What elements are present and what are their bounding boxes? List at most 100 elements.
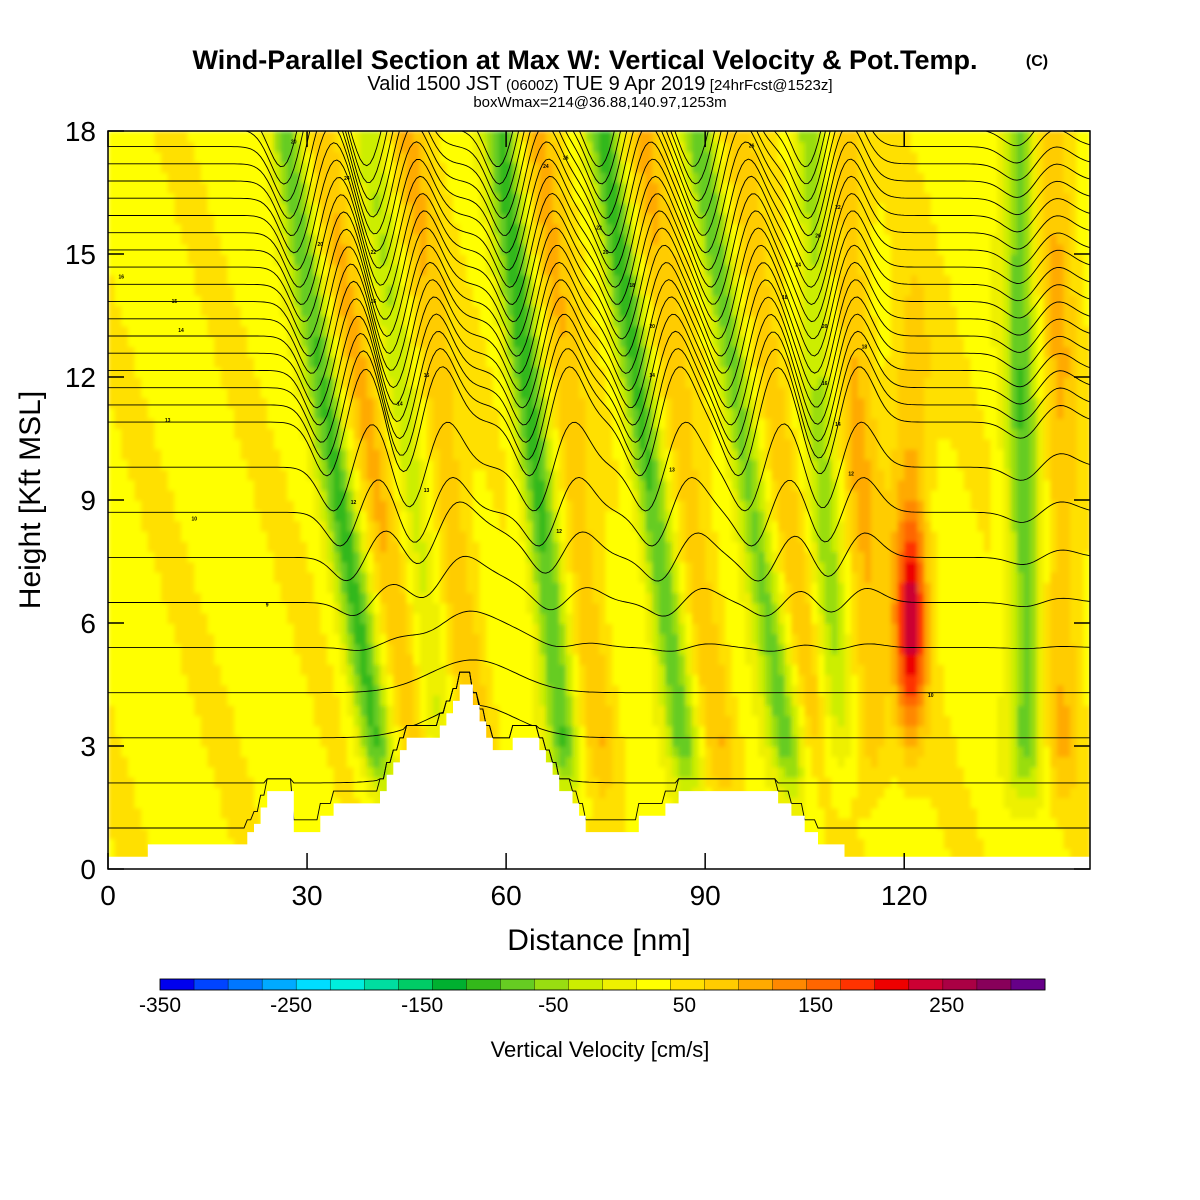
velocity-cell [380,131,388,143]
velocity-cell [134,254,142,266]
velocity-cell [307,264,315,276]
velocity-cell [327,571,335,583]
velocity-cell [532,684,540,696]
velocity-cell [207,653,215,665]
velocity-cell [386,295,395,307]
velocity-cell [187,387,195,399]
velocity-cell [426,541,434,553]
velocity-cell [108,418,116,430]
velocity-cell [360,623,368,635]
velocity-cell [479,715,487,727]
velocity-cell [333,489,341,501]
velocity-cell [108,653,116,665]
velocity-cell [446,346,454,358]
velocity-cell [194,633,202,645]
velocity-cell [419,633,428,645]
velocity-cell [220,664,229,676]
velocity-cell [108,223,116,235]
velocity-cell [439,694,448,706]
vertical-velocity-field [108,131,1090,869]
velocity-cell [526,131,534,143]
velocity-cell [479,131,487,143]
velocity-cell [327,705,335,717]
velocity-cell [380,541,388,553]
velocity-cell [287,633,295,645]
velocity-cell [167,469,176,481]
velocity-cell [539,725,547,737]
velocity-cell [453,202,461,214]
velocity-cell [280,489,288,501]
velocity-cell [147,561,156,573]
velocity-cell [174,459,182,471]
velocity-cell [181,582,189,594]
velocity-cell [287,243,295,255]
velocity-cell [559,325,567,337]
velocity-cell [453,459,461,471]
velocity-cell [240,602,249,614]
velocity-cell [121,489,129,501]
velocity-cell [459,448,468,460]
velocity-cell [200,500,209,512]
velocity-cell [386,510,395,522]
velocity-cell [472,438,481,450]
velocity-cell [161,520,169,532]
velocity-cell [161,541,169,553]
velocity-cell [479,325,487,337]
velocity-cell [552,766,560,778]
velocity-cell [313,520,322,532]
velocity-cell [280,346,288,358]
velocity-cell [327,633,335,645]
velocity-cell [260,223,268,235]
velocity-cell [108,561,116,573]
velocity-cell [220,469,229,481]
velocity-cell [121,530,129,542]
velocity-cell [234,520,242,532]
velocity-cell [360,489,368,501]
velocity-cell [307,346,315,358]
velocity-cell [320,459,328,471]
velocity-cell [227,243,235,255]
velocity-cell [526,500,534,512]
velocity-cell [127,377,136,389]
velocity-cell [267,448,275,460]
velocity-cell [234,151,242,163]
velocity-cell [360,407,368,419]
velocity-cell [194,787,202,799]
velocity-cell [366,582,375,594]
velocity-cell [227,776,235,788]
velocity-cell [433,500,441,512]
velocity-cell [307,725,315,737]
velocity-cell [459,387,468,399]
velocity-cell [380,766,388,778]
velocity-cell [287,366,295,378]
velocity-cell [333,725,341,737]
velocity-cell [340,202,348,214]
velocity-cell [446,213,454,225]
velocity-cell [453,387,461,399]
velocity-cell [486,653,494,665]
velocity-cell [526,305,534,317]
velocity-cell [161,571,169,583]
velocity-cell [280,305,288,317]
velocity-cell [174,828,182,840]
velocity-cell [187,602,195,614]
velocity-cell [360,325,368,337]
velocity-cell [200,469,209,481]
velocity-cell [273,233,282,245]
velocity-cell [200,684,209,696]
velocity-cell [307,623,315,635]
velocity-cell [373,643,381,655]
velocity-cell [333,787,341,799]
velocity-cell [134,305,142,317]
velocity-cell [280,172,288,184]
velocity-cell [154,643,162,655]
velocity-cell [453,500,461,512]
velocity-cell [293,623,302,635]
velocity-cell [466,377,474,389]
velocity-cell [519,500,527,512]
velocity-cell [399,715,408,727]
velocity-cell [174,653,182,665]
velocity-cell [234,387,242,399]
velocity-cell [380,746,388,758]
velocity-cell [307,161,315,173]
